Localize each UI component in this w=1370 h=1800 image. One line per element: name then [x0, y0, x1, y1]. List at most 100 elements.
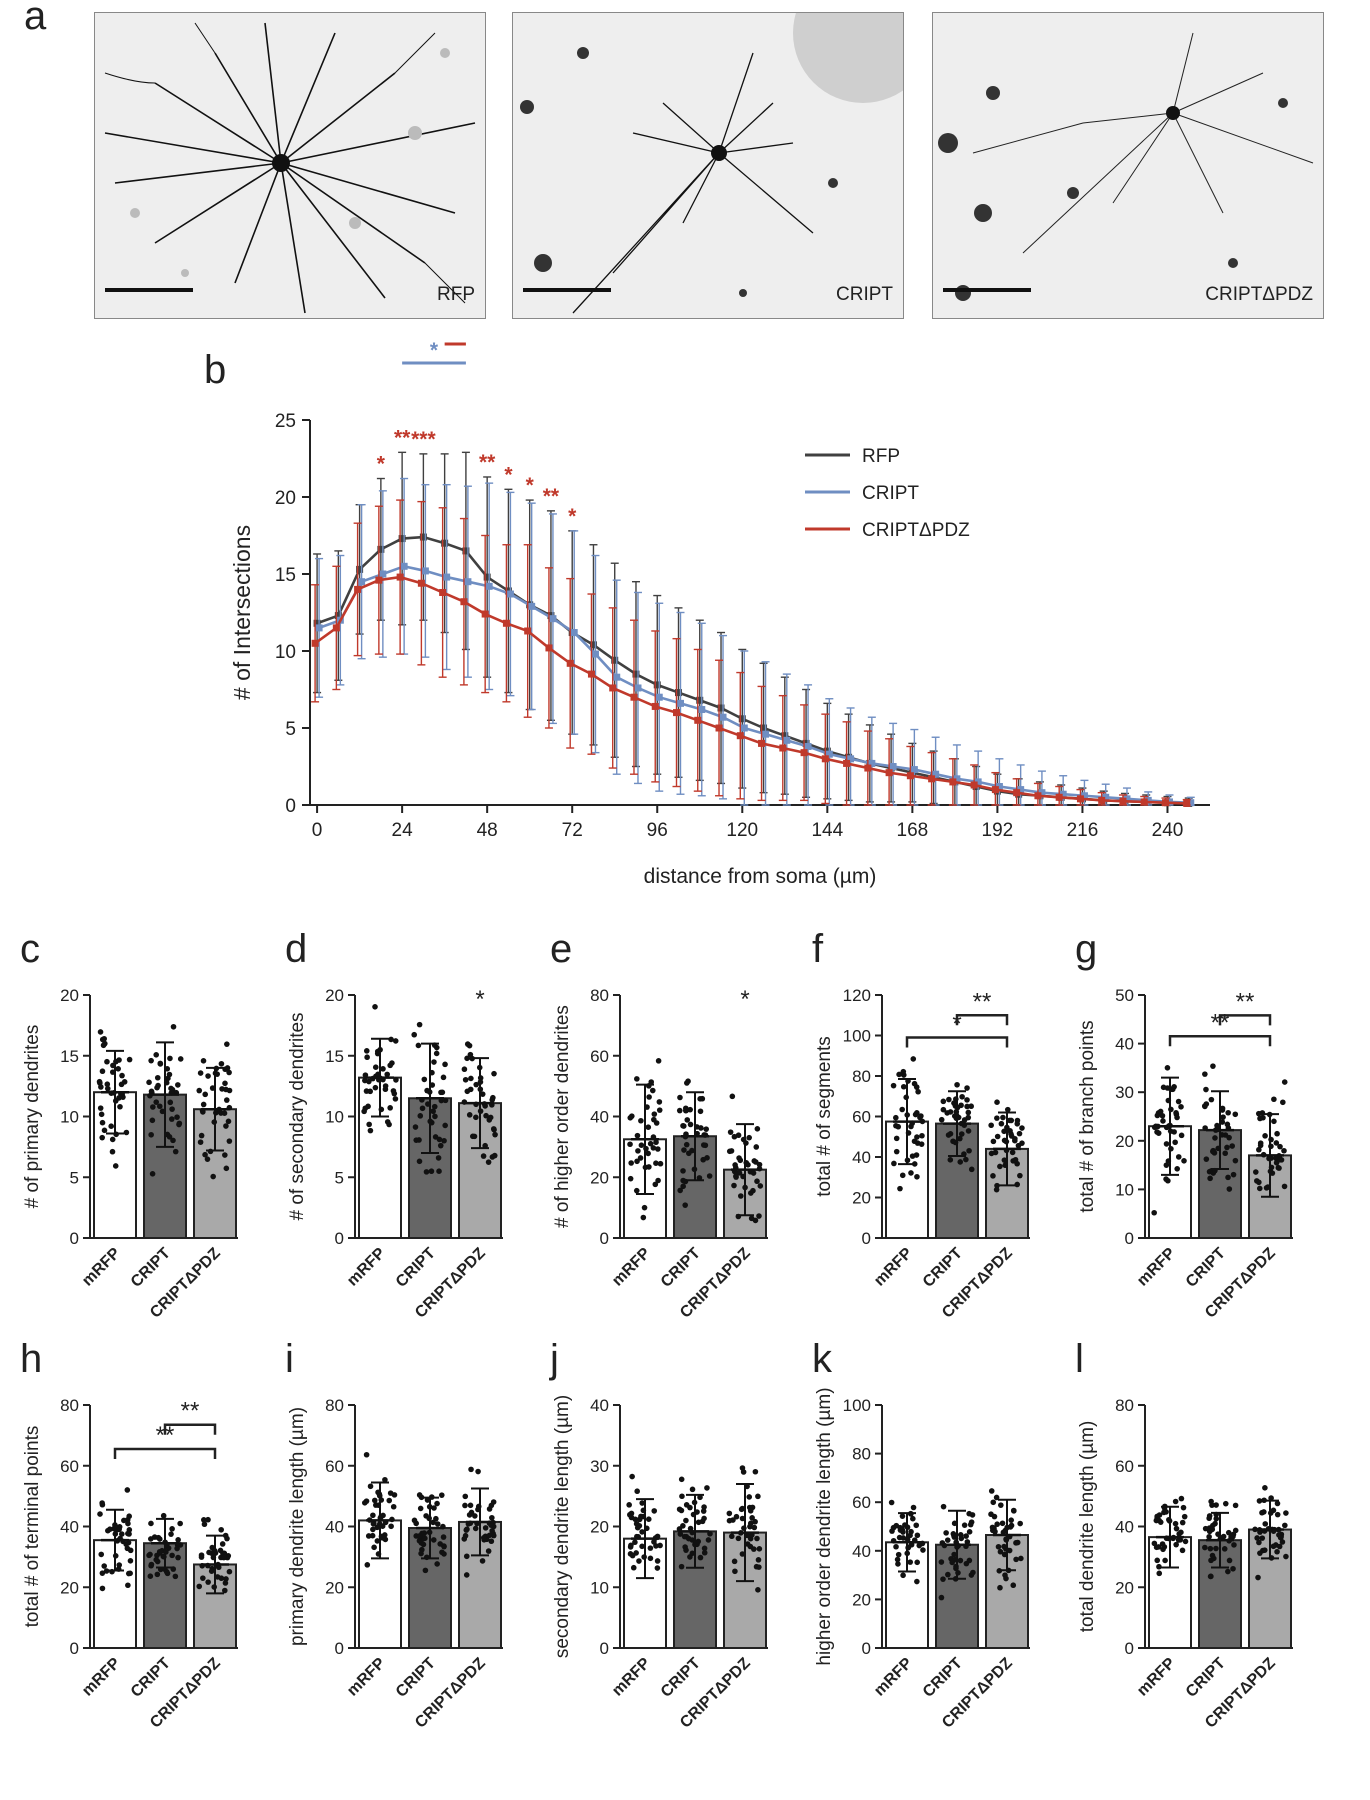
panel-letter: c: [20, 927, 40, 971]
data-point: [483, 1112, 489, 1119]
y-tick-label: 0: [862, 1639, 871, 1658]
data-point: [169, 1526, 175, 1532]
data-point: [1157, 1108, 1164, 1115]
data-point: [210, 1173, 216, 1180]
data-point: [687, 1106, 694, 1113]
significance-mark: *: [504, 463, 513, 486]
data-point: [167, 1055, 173, 1062]
data-point: [416, 1158, 423, 1165]
data-point: [441, 1543, 447, 1550]
data-point: [900, 1535, 907, 1541]
data-point: [717, 704, 725, 712]
y-tick-label: 40: [852, 1542, 871, 1561]
data-point: [1008, 1517, 1015, 1523]
data-point: [117, 1103, 123, 1110]
y-axis-label: total # of branch points: [1077, 1020, 1098, 1212]
data-point: [1017, 1520, 1023, 1527]
data-point: [673, 709, 681, 717]
data-point: [756, 1546, 763, 1552]
data-point: [913, 1152, 920, 1158]
data-point: [680, 1523, 686, 1529]
data-point: [334, 612, 342, 620]
data-point: [726, 1517, 733, 1524]
data-point: [687, 1525, 694, 1532]
y-tick-label: 20: [590, 1168, 609, 1187]
data-point: [864, 764, 872, 772]
data-point: [781, 732, 789, 740]
data-point: [121, 1517, 127, 1524]
data-point: [1274, 1511, 1281, 1518]
data-point: [651, 1111, 658, 1117]
data-point: [677, 1187, 683, 1194]
data-point: [467, 1051, 474, 1058]
data-point: [655, 693, 663, 701]
data-point: [1281, 1147, 1287, 1154]
data-point: [1203, 1086, 1209, 1093]
data-point: [1178, 1132, 1185, 1139]
data-point: [632, 670, 640, 678]
data-point: [696, 1175, 703, 1181]
data-point: [749, 1515, 755, 1521]
significance-bracket-label: **: [181, 1398, 200, 1425]
data-point: [311, 639, 319, 647]
data-point: [657, 1542, 663, 1549]
data-point: [430, 1537, 437, 1543]
data-point: [627, 1544, 634, 1550]
data-point: [651, 1539, 657, 1545]
data-point: [1156, 1570, 1163, 1577]
data-point: [1202, 1071, 1208, 1077]
data-point: [988, 1511, 994, 1518]
data-point: [825, 750, 833, 758]
data-point: [104, 1081, 111, 1087]
data-point: [196, 1087, 203, 1094]
data-point: [900, 1083, 907, 1090]
data-point: [733, 1513, 740, 1520]
neuron-image-cript: [520, 13, 903, 314]
data-point: [953, 775, 961, 783]
y-tick-label: 80: [852, 1445, 871, 1464]
y-tick-label: 20: [590, 1518, 609, 1537]
data-point: [918, 1141, 925, 1147]
data-point: [1221, 1546, 1228, 1552]
data-point: [485, 1548, 492, 1554]
data-point: [680, 1168, 686, 1174]
data-point: [1001, 1128, 1007, 1135]
y-tick-label: 80: [325, 1396, 344, 1415]
y-tick-label: 0: [1125, 1639, 1134, 1658]
data-point: [148, 1057, 154, 1064]
data-point: [1226, 1557, 1233, 1564]
data-point: [175, 1082, 181, 1088]
data-point: [914, 1532, 921, 1539]
data-point: [488, 1522, 494, 1528]
data-point: [468, 1466, 474, 1473]
significance-mark: *: [568, 505, 577, 528]
data-point: [699, 1518, 706, 1525]
data-point: [739, 1551, 746, 1557]
data-point: [1173, 1541, 1179, 1548]
y-tick-label: 60: [852, 1493, 871, 1512]
data-point: [1225, 1109, 1231, 1116]
data-point: [1232, 1502, 1239, 1509]
data-point: [910, 1504, 917, 1511]
data-point: [100, 1042, 107, 1049]
data-point: [146, 1079, 152, 1086]
data-point: [634, 1488, 640, 1495]
data-point: [431, 1059, 437, 1065]
micrograph-criptdpdz: CRIPTΔPDZ: [932, 12, 1324, 319]
data-point: [1207, 1573, 1214, 1580]
data-point: [472, 1513, 478, 1519]
data-point: [965, 1128, 972, 1134]
data-point: [630, 693, 638, 701]
data-point: [412, 1124, 419, 1130]
data-point: [545, 644, 553, 652]
data-point: [441, 539, 449, 547]
panel-l: l total dendrite length (µm) 0 20 40 60 80 mRFP…: [1075, 1337, 1293, 1732]
data-point: [893, 1148, 900, 1155]
data-point: [928, 775, 936, 783]
data-point: [462, 1493, 469, 1500]
data-point: [479, 1558, 486, 1564]
data-point: [1282, 1522, 1288, 1529]
data-point: [99, 1500, 105, 1506]
data-point: [116, 1562, 123, 1568]
data-point: [380, 1512, 386, 1519]
